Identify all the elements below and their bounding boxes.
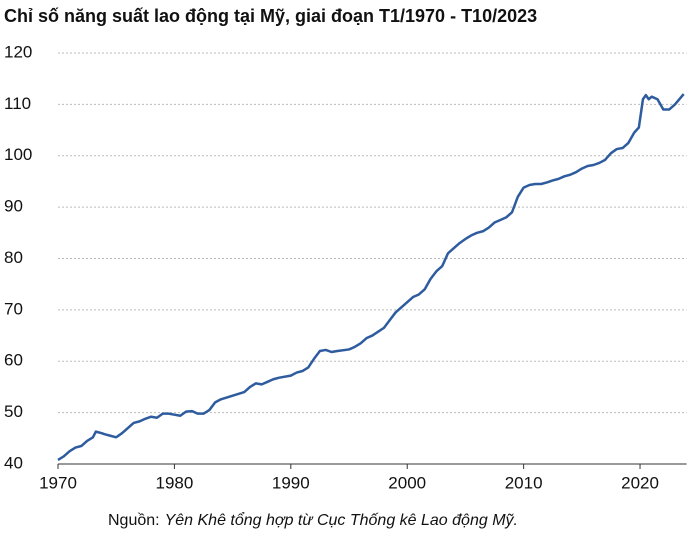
x-tick-label: 1970 bbox=[39, 473, 77, 492]
x-tick-label: 2020 bbox=[621, 473, 659, 492]
y-tick-label: 70 bbox=[4, 299, 23, 318]
x-tick-label: 1980 bbox=[155, 473, 193, 492]
x-tick-label: 2010 bbox=[505, 473, 543, 492]
chart-title: Chỉ số năng suất lao động tại Mỹ, giai đ… bbox=[4, 6, 537, 26]
y-tick-label: 120 bbox=[4, 42, 32, 61]
source: Yên Khê tổng hợp từ Cục Thống kê Lao độn… bbox=[165, 511, 518, 529]
x-tick-label: 2000 bbox=[388, 473, 426, 492]
y-tick-label: 60 bbox=[4, 351, 23, 370]
y-tick-label: 90 bbox=[4, 197, 23, 216]
y-tick-label: 40 bbox=[4, 453, 23, 472]
y-tick-label: 80 bbox=[4, 248, 23, 267]
source-label: Nguồn: bbox=[108, 512, 160, 529]
x-tick-label: 1990 bbox=[272, 473, 310, 492]
y-tick-label: 100 bbox=[4, 145, 32, 164]
y-tick-label: 50 bbox=[4, 402, 23, 421]
y-tick-label: 110 bbox=[4, 94, 31, 113]
line bbox=[57, 93, 685, 461]
